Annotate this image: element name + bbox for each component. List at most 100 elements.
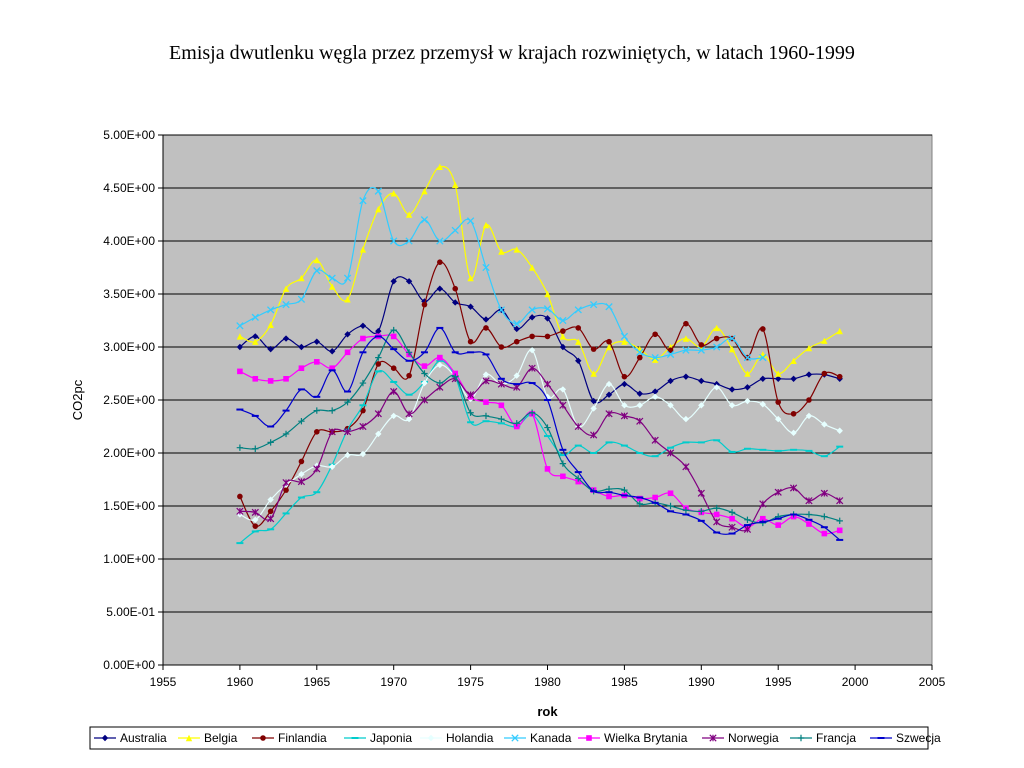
legend-marker xyxy=(101,734,109,742)
data-point xyxy=(437,354,443,361)
data-point xyxy=(836,497,844,505)
data-point xyxy=(482,412,490,420)
data-point xyxy=(590,405,597,412)
series-line xyxy=(239,360,841,544)
data-point xyxy=(805,412,813,420)
data-point xyxy=(559,343,567,351)
legend-label: Finlandia xyxy=(278,731,327,745)
legend-marker xyxy=(185,734,193,742)
data-point xyxy=(682,335,690,342)
legend-label: Szwecja xyxy=(896,731,941,745)
data-point xyxy=(236,343,244,351)
data-point xyxy=(698,508,705,515)
data-point xyxy=(621,402,628,409)
data-point xyxy=(697,346,705,354)
data-point xyxy=(313,407,320,414)
data-point xyxy=(328,428,336,436)
data-point xyxy=(406,372,412,379)
data-point xyxy=(282,335,290,342)
data-point xyxy=(744,516,751,523)
data-point xyxy=(821,370,828,377)
data-point xyxy=(759,375,767,382)
data-point xyxy=(298,343,305,351)
data-point xyxy=(390,237,398,245)
data-point xyxy=(267,345,274,353)
series-finlandia xyxy=(237,259,843,529)
data-point xyxy=(420,396,429,404)
data-point xyxy=(713,324,720,332)
legend-marker xyxy=(260,735,266,741)
data-point xyxy=(544,393,551,401)
data-point xyxy=(682,346,690,354)
data-point xyxy=(421,370,428,377)
data-point xyxy=(390,326,397,334)
legend-marker xyxy=(797,734,805,742)
data-point xyxy=(283,376,289,382)
x-tick-label: 1970 xyxy=(380,675,407,689)
data-point xyxy=(236,444,244,451)
legend-item: Japonia xyxy=(344,731,412,745)
data-point xyxy=(451,226,459,235)
data-point xyxy=(467,274,474,282)
data-point xyxy=(682,373,690,380)
data-point xyxy=(698,377,705,385)
data-point xyxy=(806,397,812,403)
data-point xyxy=(775,522,781,528)
y-tick-label: 2.00E+00 xyxy=(103,446,155,460)
data-point xyxy=(482,316,490,323)
legend-label: Kanada xyxy=(530,731,572,745)
data-point xyxy=(298,458,305,465)
data-point xyxy=(436,237,444,245)
data-point xyxy=(513,420,520,427)
data-point xyxy=(759,353,767,362)
data-point xyxy=(267,496,274,503)
data-point xyxy=(805,371,813,378)
x-tick-label: 1995 xyxy=(765,675,792,689)
data-point xyxy=(775,375,782,382)
y-tick-label: 4.00E+00 xyxy=(103,234,155,248)
legend-label: Australia xyxy=(120,731,167,745)
data-point xyxy=(236,507,244,515)
data-point xyxy=(651,388,659,395)
data-point xyxy=(789,484,798,492)
data-point xyxy=(251,508,259,516)
data-point xyxy=(759,519,767,527)
data-point xyxy=(297,295,306,303)
legend-label: Holandia xyxy=(446,731,494,745)
series-line xyxy=(239,165,841,375)
data-point xyxy=(543,380,552,388)
data-point xyxy=(744,370,751,377)
data-point xyxy=(498,415,505,423)
data-point xyxy=(375,361,382,367)
data-point xyxy=(282,479,290,487)
data-point xyxy=(682,463,690,471)
data-point xyxy=(528,306,536,314)
data-point xyxy=(282,300,290,309)
data-point xyxy=(405,410,413,418)
data-point xyxy=(252,333,259,340)
data-point xyxy=(252,516,259,523)
data-point xyxy=(390,387,398,396)
y-tick-label: 5.00E+00 xyxy=(103,128,155,142)
data-point xyxy=(698,342,705,348)
data-point xyxy=(313,267,321,275)
data-point xyxy=(328,463,336,470)
data-point xyxy=(237,493,243,500)
data-point xyxy=(574,306,582,314)
series-line xyxy=(239,334,840,535)
data-point xyxy=(667,377,674,385)
data-point xyxy=(498,402,505,409)
chart-title: Emisja dwutlenku węgla przez przemysł w … xyxy=(169,42,855,64)
data-point xyxy=(374,187,382,195)
data-point xyxy=(282,285,290,292)
data-point xyxy=(605,380,613,388)
data-point xyxy=(744,384,751,391)
data-point xyxy=(728,402,736,409)
legend-label: Belgia xyxy=(204,731,238,745)
data-point xyxy=(836,427,843,434)
data-point xyxy=(359,450,367,458)
data-point xyxy=(682,415,690,423)
series-kanada xyxy=(236,186,767,362)
data-point xyxy=(528,409,536,416)
data-point xyxy=(267,508,274,515)
